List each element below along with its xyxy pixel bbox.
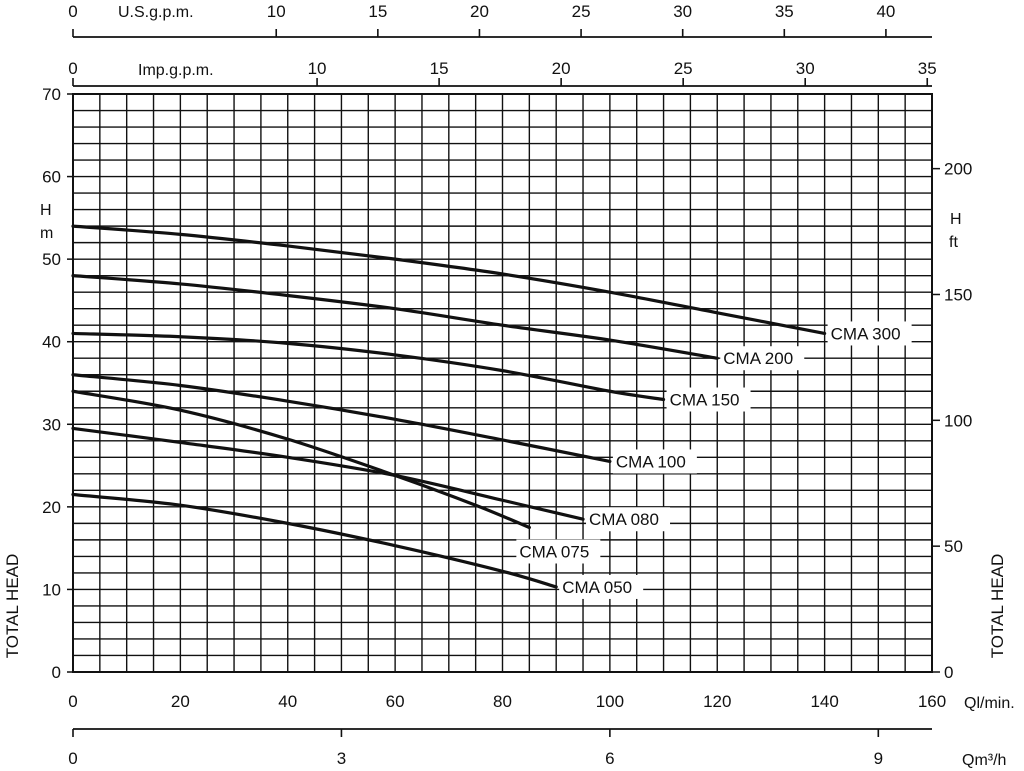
qm3h-tick-label: 9	[874, 749, 883, 768]
curve-cma-080	[71, 426, 585, 521]
curve-cma-100	[71, 373, 612, 464]
x-tick-label: 120	[703, 692, 731, 711]
qm3h-tick-label: 0	[68, 749, 77, 768]
y-tick-label: 50	[42, 250, 61, 269]
usgpm-tick-label: 30	[673, 2, 692, 21]
y-tick-label: 30	[42, 415, 61, 434]
curve-cma-300	[71, 224, 827, 336]
ft-tick-label: 50	[944, 537, 963, 556]
curve-label-bg	[516, 539, 601, 564]
y-tick-label: 0	[52, 663, 61, 682]
curve-label-cma-075: CMA 075	[519, 543, 589, 562]
usgpm-tick-label: 35	[775, 2, 794, 21]
usgpm-axis-label: U.S.g.p.m.	[118, 4, 194, 21]
x-tick-label: 60	[386, 692, 405, 711]
curve-cma-200	[71, 274, 719, 360]
curve-label-bg	[827, 321, 912, 346]
curve-cma-150	[71, 331, 666, 402]
y-unit-m: m	[40, 225, 53, 242]
x-tick-label: 80	[493, 692, 512, 711]
usgpm-tick-label: 0	[68, 2, 77, 21]
x-tick-label: 20	[171, 692, 190, 711]
usgpm-tick-label: 25	[572, 2, 591, 21]
y-tick-label: 40	[42, 333, 61, 352]
curve-label-bg	[720, 346, 805, 371]
y-axis-title-right: TOTAL HEAD	[988, 554, 1007, 659]
y-tick-label: 60	[42, 168, 61, 187]
y-axis-title-left: TOTAL HEAD	[3, 554, 22, 659]
curve-label-cma-300: CMA 300	[831, 324, 901, 343]
y2-unit-h: H	[950, 211, 962, 228]
curve-label-bg	[586, 507, 671, 532]
impgpm-tick-label: 25	[674, 59, 693, 78]
curve-label-cma-050: CMA 050	[562, 578, 632, 597]
impgpm-tick-label: 30	[796, 59, 815, 78]
usgpm-tick-label: 20	[470, 2, 489, 21]
grid	[73, 94, 932, 672]
y-unit-h: H	[40, 202, 52, 219]
qm3h-tick-label: 6	[605, 749, 614, 768]
x-tick-label: 160	[918, 692, 946, 711]
impgpm-tick-label: 15	[430, 59, 449, 78]
y-tick-label: 10	[42, 580, 61, 599]
curve-label-cma-080: CMA 080	[589, 510, 659, 529]
x-axis-label: Ql/min.	[964, 695, 1015, 712]
curve-label-bg	[666, 387, 751, 412]
usgpm-tick-label: 15	[368, 2, 387, 21]
ft-tick-label: 100	[944, 411, 972, 430]
qm3h-tick-label: 3	[337, 749, 346, 768]
x-tick-label: 100	[596, 692, 624, 711]
x-tick-label: 40	[278, 692, 297, 711]
impgpm-tick-label: 0	[68, 59, 77, 78]
ft-tick-label: 150	[944, 285, 972, 304]
x-tick-label: 140	[810, 692, 838, 711]
curve-label-cma-100: CMA 100	[616, 452, 686, 471]
impgpm-axis-label: Imp.g.p.m.	[138, 62, 214, 79]
impgpm-tick-label: 10	[308, 59, 327, 78]
plot-frame	[72, 93, 933, 673]
impgpm-tick-label: 20	[552, 59, 571, 78]
curve-label-bg	[612, 449, 697, 474]
usgpm-tick-label: 10	[267, 2, 286, 21]
ft-tick-label: 0	[944, 663, 953, 682]
impgpm-tick-label: 35	[918, 59, 937, 78]
y-tick-label: 20	[42, 498, 61, 517]
usgpm-tick-label: 40	[876, 2, 895, 21]
curve-label-cma-200: CMA 200	[723, 349, 793, 368]
curve-label-cma-150: CMA 150	[670, 391, 740, 410]
curve-cma-050	[71, 492, 558, 589]
ft-tick-label: 200	[944, 160, 972, 179]
y2-unit-ft: ft	[949, 234, 958, 251]
y-tick-label: 70	[42, 85, 61, 104]
qm3h-axis-label: Qm³/h	[962, 752, 1006, 769]
curve-cma-075	[71, 389, 531, 530]
curve-label-bg	[559, 574, 644, 599]
x-tick-label: 0	[68, 692, 77, 711]
